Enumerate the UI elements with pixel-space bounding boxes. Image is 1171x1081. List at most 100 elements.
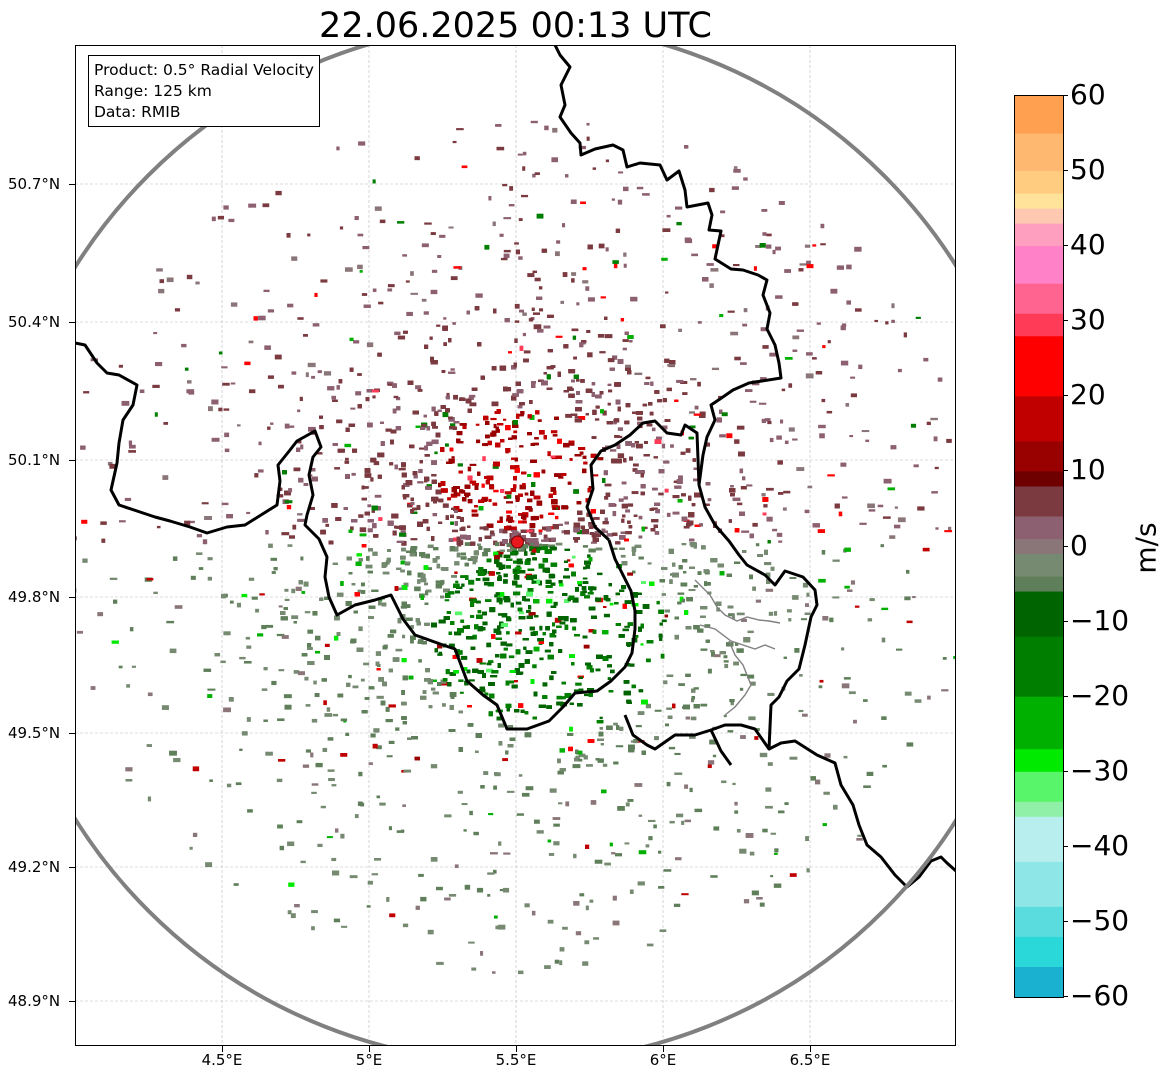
echo-pixel (608, 389, 613, 393)
echo-pixel (666, 512, 671, 517)
echo-pixel (336, 592, 344, 597)
echo-pixel (693, 546, 697, 549)
echo-pixel (492, 464, 499, 469)
echo-pixel (503, 647, 508, 651)
echo-pixel (518, 414, 524, 417)
echo-pixel (664, 488, 669, 493)
echo-pixel (385, 560, 390, 565)
echo-pixel (444, 599, 450, 602)
echo-pixel (450, 368, 455, 371)
echo-pixel (707, 498, 712, 502)
echo-pixel (582, 545, 589, 548)
echo-pixel (606, 533, 614, 537)
echo-pixel (379, 599, 383, 602)
echo-pixel (457, 508, 463, 512)
echo-pixel (730, 485, 734, 488)
echo-pixel (503, 496, 509, 499)
echo-pixel (462, 424, 467, 430)
echo-pixel (395, 727, 400, 731)
echo-pixel (284, 588, 289, 592)
echo-pixel (358, 514, 364, 518)
echo-pixel (663, 680, 668, 685)
echo-pixel (523, 350, 531, 354)
echo-pixel (614, 435, 620, 438)
echo-pixel (574, 416, 581, 419)
echo-pixel (683, 525, 690, 529)
echo-pixel (498, 552, 503, 558)
echo-pixel (617, 427, 623, 431)
echo-pixel (402, 675, 409, 681)
echo-pixel (503, 418, 507, 421)
echo-pixel (740, 486, 747, 490)
echo-pixel (645, 703, 652, 709)
echo-pixel (625, 509, 631, 513)
echo-pixel (716, 607, 720, 612)
echo-pixel (660, 653, 665, 659)
echo-pixel (469, 480, 477, 484)
echo-pixel (475, 423, 480, 426)
echo-pixel (481, 483, 485, 488)
echo-pixel (723, 660, 729, 663)
echo-pixel (574, 538, 579, 543)
echo-pixel (415, 385, 422, 390)
echo-pixel (617, 453, 625, 459)
echo-pixel (476, 570, 480, 574)
echo-pixel (609, 449, 617, 452)
echo-pixel (434, 451, 438, 455)
echo-pixel (594, 418, 600, 421)
echo-pixel (455, 580, 459, 584)
echo-pixel (620, 554, 626, 558)
echo-pixel (619, 435, 623, 439)
echo-pixel (399, 525, 406, 530)
echo-pixel (685, 448, 691, 453)
echo-pixel (350, 526, 354, 531)
echo-pixel (640, 643, 644, 646)
echo-pixel (402, 634, 406, 639)
echo-pixel (464, 542, 472, 546)
echo-pixel (352, 448, 358, 453)
echo-pixel (454, 571, 458, 574)
echo-pixel (532, 664, 537, 669)
echo-pixel (268, 543, 273, 548)
echo-pixel (661, 619, 667, 623)
echo-pixel (555, 542, 563, 546)
echo-pixel (670, 444, 674, 448)
echo-pixel (599, 716, 603, 720)
echo-pixel (587, 352, 593, 358)
echo-pixel (496, 550, 504, 555)
echo-pixel (467, 466, 472, 472)
echo-pixel (370, 477, 374, 482)
echo-pixel (284, 598, 290, 602)
echo-pixel (425, 590, 429, 596)
echo-pixel (575, 682, 582, 686)
echo-pixel (360, 678, 365, 682)
echo-pixel (556, 695, 563, 700)
echo-pixel (553, 601, 558, 606)
radar-map[interactable] (75, 45, 956, 1046)
echo-pixel (542, 682, 548, 687)
echo-pixel (719, 434, 726, 438)
echo-pixel (424, 678, 431, 682)
echo-pixel (658, 633, 663, 638)
echo-pixel (410, 538, 418, 541)
echo-pixel (549, 675, 554, 681)
echo-pixel (448, 631, 453, 636)
echo-pixel (312, 611, 318, 616)
echo-pixel (555, 515, 559, 520)
echo-pixel (638, 515, 643, 520)
echo-pixel (417, 579, 421, 584)
echo-pixel (670, 573, 674, 576)
echo-pixel (334, 467, 341, 470)
echo-pixel (367, 504, 372, 508)
echo-pixel (446, 392, 450, 396)
echo-pixel (468, 679, 475, 682)
echo-pixel (609, 602, 614, 606)
echo-pixel (593, 474, 599, 477)
echo-pixel (546, 598, 553, 604)
echo-pixel (513, 430, 518, 434)
echo-pixel (395, 648, 403, 652)
echo-pixel (697, 381, 701, 387)
echo-pixel (554, 617, 562, 623)
echo-pixel (550, 430, 558, 434)
echo-pixel (621, 518, 625, 523)
